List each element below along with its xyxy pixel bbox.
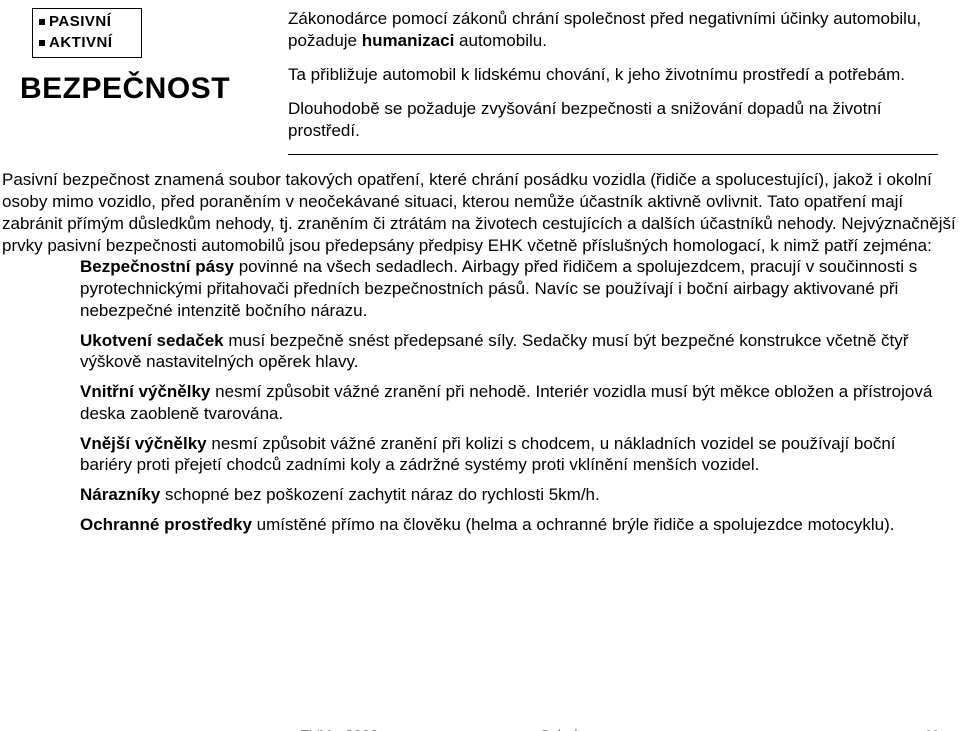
intro-p1: Zákonodárce pomocí zákonů chrání společn… bbox=[288, 8, 952, 52]
intro-p3: Dlouhodobě se požaduje zvyšování bezpečn… bbox=[288, 98, 952, 142]
box-item-aktivni: AKTIVNÍ bbox=[39, 32, 135, 53]
item-5: Nárazníky schopné bez poškození zachytit… bbox=[80, 484, 940, 506]
body-lead: Pasivní bezpečnost znamená soubor takový… bbox=[2, 169, 958, 256]
intro-p2: Ta přibližuje automobil k lidskému chová… bbox=[288, 64, 952, 86]
footer-scholz: Scholz bbox=[540, 727, 585, 731]
divider bbox=[288, 154, 938, 155]
item-4: Vnější výčnělky nesmí způsobit vážné zra… bbox=[80, 433, 940, 477]
item-6: Ochranné prostředky umístěné přímo na čl… bbox=[80, 514, 940, 536]
footer-zvm: ZVM - 2009 bbox=[300, 727, 378, 731]
item-3: Vnitřní výčnělky nesmí způsobit vážné zr… bbox=[80, 381, 940, 425]
type-box: PASIVNÍ AKTIVNÍ bbox=[32, 8, 142, 58]
item-list: Bezpečnostní pásy povinné na všech sedad… bbox=[80, 256, 940, 535]
box-item-pasivni: PASIVNÍ bbox=[39, 11, 135, 32]
item-2: Ukotvení sedaček musí bezpečně snést pře… bbox=[80, 330, 940, 374]
item-1: Bezpečnostní pásy povinné na všech sedad… bbox=[80, 256, 940, 321]
headline: BEZPEČNOST bbox=[20, 70, 288, 108]
footer-page: 11 bbox=[924, 727, 940, 731]
